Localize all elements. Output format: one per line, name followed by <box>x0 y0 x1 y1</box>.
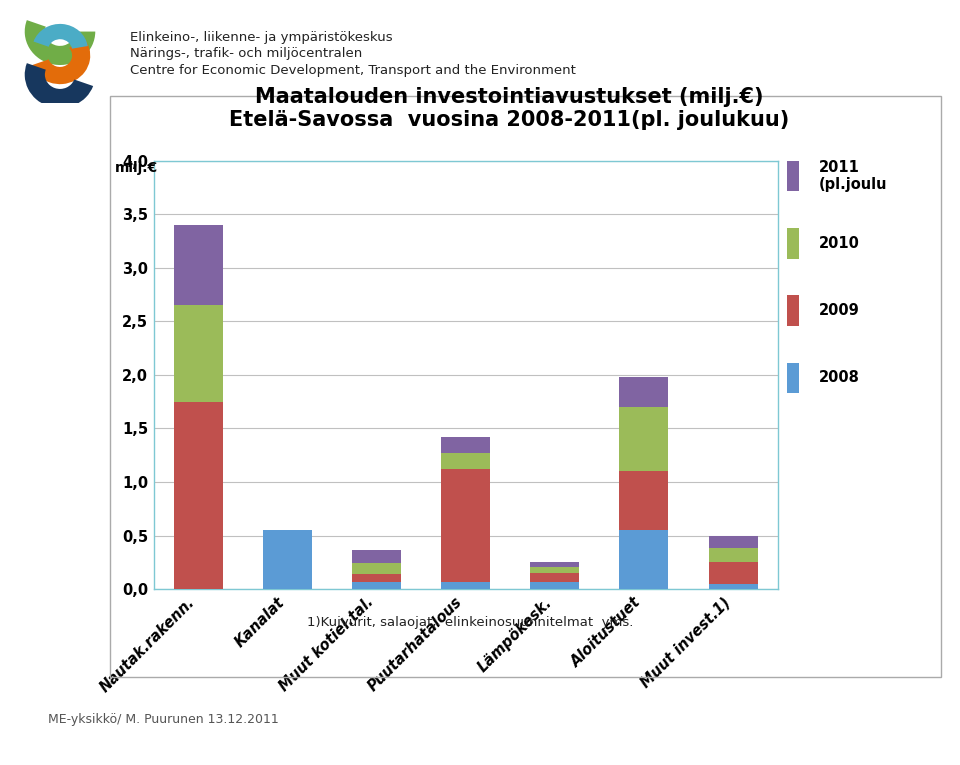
Text: Närings-, trafik- och miljöcentralen: Närings-, trafik- och miljöcentralen <box>130 47 362 60</box>
Text: 2010: 2010 <box>819 236 860 251</box>
Bar <box>352 551 401 563</box>
Bar <box>174 225 223 305</box>
Bar <box>530 562 579 567</box>
Bar <box>708 549 757 562</box>
Wedge shape <box>32 37 90 84</box>
Bar <box>708 536 757 549</box>
Text: ME-yksikkö/ M. Puurunen 13.12.2011: ME-yksikkö/ M. Puurunen 13.12.2011 <box>48 713 278 726</box>
Bar <box>708 562 757 584</box>
Bar <box>441 437 491 453</box>
Bar <box>530 581 579 589</box>
Text: Maatalouden investointiavustukset (milj.€): Maatalouden investointiavustukset (milj.… <box>254 87 763 107</box>
Bar <box>352 574 401 581</box>
Text: Etelä-Savossa  vuosina 2008-2011(pl. joulukuu): Etelä-Savossa vuosina 2008-2011(pl. joul… <box>228 110 789 130</box>
Text: 2008: 2008 <box>819 370 860 386</box>
Bar <box>787 295 800 326</box>
Bar <box>263 530 312 589</box>
Bar <box>174 305 223 402</box>
Bar <box>530 567 579 573</box>
Wedge shape <box>34 24 87 49</box>
Text: 2011
(pl.joulu: 2011 (pl.joulu <box>819 160 887 192</box>
Bar <box>619 377 668 407</box>
Bar <box>441 453 491 469</box>
Text: 2009: 2009 <box>819 303 859 318</box>
Bar <box>441 581 491 589</box>
Text: Centre for Economic Development, Transport and the Environment: Centre for Economic Development, Transpo… <box>130 64 575 77</box>
Text: Elinkeino-, liikenne- ja ympäristökeskus: Elinkeino-, liikenne- ja ympäristökeskus <box>130 31 393 44</box>
Bar <box>619 471 668 530</box>
Bar <box>619 407 668 471</box>
Bar <box>619 530 668 589</box>
Bar <box>708 584 757 589</box>
Bar <box>174 402 223 589</box>
Text: 1)Kuivurit, salaojat,  elinkeinosuunnitelmat  yms.: 1)Kuivurit, salaojat, elinkeinosuunnitel… <box>307 616 634 629</box>
Wedge shape <box>25 20 95 65</box>
Bar <box>787 161 800 191</box>
Bar <box>441 469 491 581</box>
Text: milj.€: milj.€ <box>115 161 158 174</box>
Bar <box>787 363 800 393</box>
Bar <box>352 563 401 574</box>
Bar <box>352 581 401 589</box>
Bar <box>530 573 579 581</box>
Wedge shape <box>25 63 93 108</box>
Bar <box>787 228 800 259</box>
